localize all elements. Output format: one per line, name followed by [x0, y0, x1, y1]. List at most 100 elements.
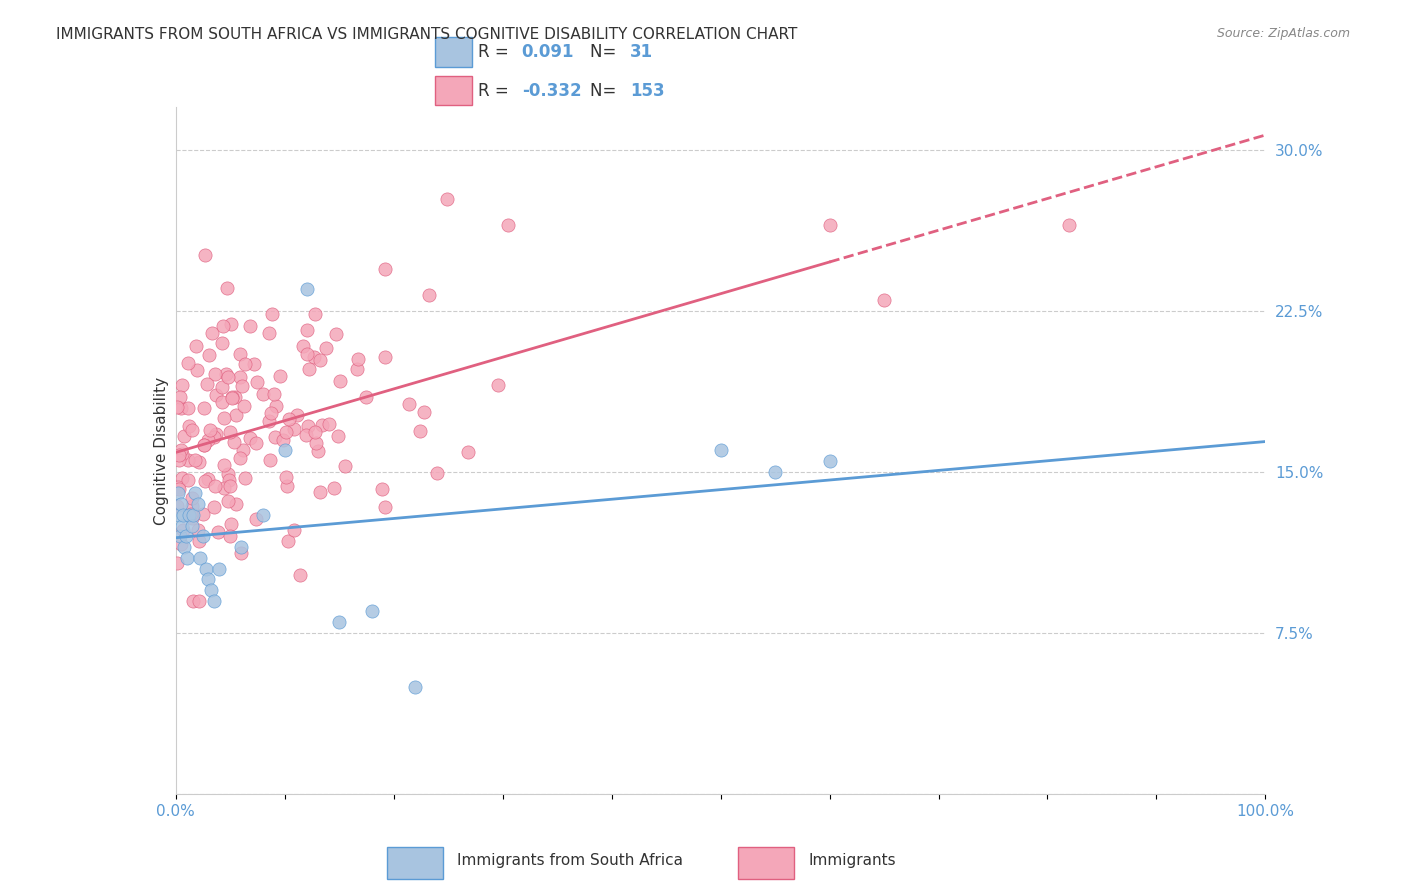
Point: [243, 358, 266, 372]
Point: [181, 593, 204, 607]
Point: [184, 486, 207, 500]
Point: [193, 401, 215, 415]
Point: [170, 536, 193, 550]
Point: [311, 418, 333, 433]
Point: [186, 362, 208, 376]
Point: [205, 426, 228, 441]
Text: R =: R =: [478, 43, 515, 61]
Point: [167, 508, 190, 522]
Point: [195, 561, 218, 575]
Point: [197, 347, 219, 361]
Point: [259, 414, 281, 428]
Y-axis label: Cognitive Disability: Cognitive Disability: [153, 376, 169, 524]
Point: [188, 455, 211, 469]
Point: [318, 417, 340, 432]
Point: [221, 390, 243, 404]
Point: [295, 347, 318, 361]
Point: [225, 497, 247, 511]
Point: [211, 380, 233, 394]
Point: [167, 448, 190, 462]
Point: [221, 317, 243, 331]
Point: [304, 425, 326, 439]
Point: [211, 394, 233, 409]
Point: [292, 338, 315, 352]
Point: [207, 524, 229, 539]
Point: [170, 442, 193, 457]
Point: [308, 352, 330, 367]
Point: [193, 475, 215, 489]
Point: [191, 507, 214, 521]
Point: [252, 386, 274, 401]
Point: [172, 518, 194, 533]
Text: R =: R =: [478, 82, 515, 100]
FancyBboxPatch shape: [434, 37, 472, 67]
Point: [295, 323, 318, 337]
Point: [328, 429, 350, 443]
Point: [412, 405, 434, 419]
Point: [347, 351, 370, 366]
Point: [264, 399, 287, 413]
Point: [418, 288, 440, 302]
Point: [180, 423, 202, 437]
Point: [285, 408, 308, 422]
Point: [252, 508, 274, 522]
Point: [269, 368, 291, 383]
Point: [181, 518, 204, 533]
Point: [245, 436, 267, 450]
Point: [187, 593, 209, 607]
Point: [710, 443, 733, 458]
Point: [200, 582, 222, 597]
Point: [229, 450, 252, 465]
Point: [170, 471, 193, 485]
Point: [193, 438, 215, 452]
Point: [315, 341, 337, 355]
Point: [204, 367, 226, 381]
Point: [278, 411, 301, 425]
Point: [239, 318, 262, 333]
FancyBboxPatch shape: [387, 847, 443, 879]
FancyBboxPatch shape: [738, 847, 794, 879]
Point: [335, 459, 357, 474]
Point: [211, 335, 233, 350]
Point: [486, 378, 509, 392]
Point: [221, 391, 243, 405]
Point: [374, 500, 396, 514]
Point: [260, 406, 283, 420]
Point: [294, 428, 316, 442]
Point: [371, 482, 394, 496]
Point: [1057, 218, 1080, 232]
Point: [169, 401, 191, 415]
Point: [873, 293, 896, 308]
Point: [169, 390, 191, 404]
Text: 31: 31: [630, 43, 652, 61]
Point: [229, 347, 252, 361]
Point: [276, 479, 298, 493]
Text: N=: N=: [589, 82, 621, 100]
Point: [273, 433, 295, 447]
Point: [215, 367, 238, 381]
Point: [298, 361, 321, 376]
Point: [195, 376, 218, 391]
Point: [177, 418, 200, 433]
Point: [187, 524, 209, 538]
Point: [205, 388, 228, 402]
Point: [297, 419, 319, 434]
Point: [457, 445, 479, 459]
Point: [180, 508, 202, 522]
Point: [295, 283, 318, 297]
Point: [193, 438, 215, 452]
Point: [184, 339, 207, 353]
Point: [498, 218, 520, 232]
Point: [197, 472, 219, 486]
Point: [188, 550, 211, 565]
Point: [276, 425, 298, 439]
Point: [217, 494, 239, 508]
Point: [174, 529, 197, 543]
Point: [187, 534, 209, 549]
Point: [217, 467, 239, 481]
Point: [305, 436, 328, 450]
Point: [204, 479, 226, 493]
Point: [328, 615, 350, 630]
Text: 153: 153: [630, 82, 665, 100]
Point: [179, 509, 201, 524]
